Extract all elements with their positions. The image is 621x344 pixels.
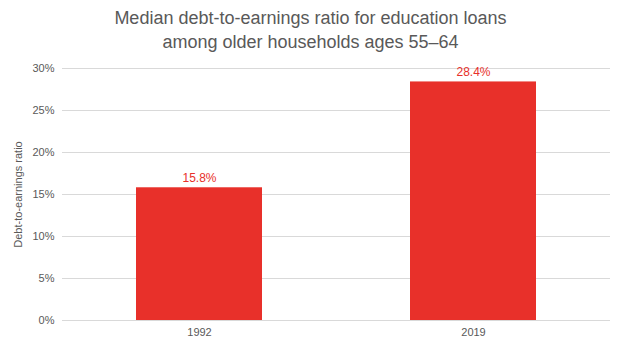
svg-text:0%: 0% <box>39 314 55 326</box>
svg-text:5%: 5% <box>39 272 55 284</box>
svg-text:30%: 30% <box>32 62 54 74</box>
svg-text:10%: 10% <box>32 230 54 242</box>
svg-text:2019: 2019 <box>461 326 485 338</box>
svg-text:15.8%: 15.8% <box>182 171 216 185</box>
svg-text:Debt-to-earnings ratio: Debt-to-earnings ratio <box>12 141 24 247</box>
svg-text:1992: 1992 <box>187 326 211 338</box>
svg-text:15%: 15% <box>32 188 54 200</box>
svg-text:28.4%: 28.4% <box>456 65 490 79</box>
svg-text:25%: 25% <box>32 104 54 116</box>
svg-text:20%: 20% <box>32 146 54 158</box>
html-text:Median debt-to-earnings ratio: Median debt-to-earnings ratio for educat… <box>114 8 507 52</box>
